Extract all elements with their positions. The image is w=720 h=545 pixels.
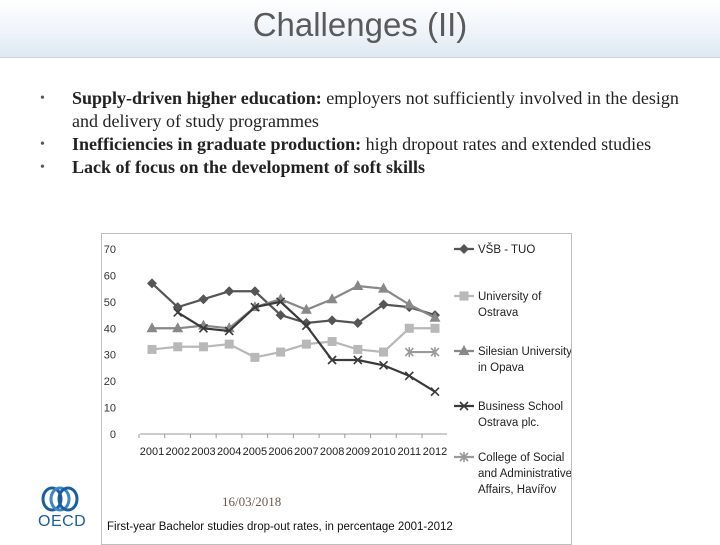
data-point (379, 347, 389, 357)
legend-label: Silesian University in Opava (478, 346, 571, 374)
title-bar: Challenges (II) (0, 0, 720, 58)
x-tick-label: 2001 (140, 446, 164, 458)
bullet-bold: Inefficiencies in graduate production: (72, 134, 362, 154)
x-tick-label: 2002 (165, 446, 189, 458)
bullet-item: • Inefficiencies in graduate production: … (40, 133, 700, 156)
bullet-item: • Lack of focus on the development of sof… (40, 156, 700, 179)
data-point (276, 297, 286, 307)
data-point (224, 326, 234, 336)
x-tick-label: 2003 (191, 446, 215, 458)
y-tick-label: 0 (110, 429, 116, 441)
bullet-text: employers not sufficiently involved in t… (72, 88, 679, 131)
bullet-dot-icon: • (40, 160, 45, 175)
data-point (224, 286, 235, 297)
oecd-logo-icon (41, 486, 79, 512)
legend-label: College of Social and Administrative Affai… (478, 452, 571, 496)
legend-marker (459, 401, 469, 411)
legend-label: VŠB - TUO (478, 243, 535, 256)
y-tick-label: 40 (104, 323, 116, 335)
y-tick-label: 20 (104, 376, 116, 388)
data-point (353, 344, 363, 354)
data-point (146, 322, 158, 333)
data-point (173, 342, 183, 352)
data-point (172, 322, 184, 333)
x-tick-label: 2005 (243, 446, 267, 458)
y-tick-label: 10 (104, 403, 116, 415)
data-point (250, 352, 260, 362)
data-point (429, 311, 441, 322)
bullet-text: high dropout rates and extended studies (361, 134, 652, 154)
series-line (151, 282, 436, 325)
y-tick-label: 60 (104, 270, 116, 282)
bullet-list: • Supply-driven higher education: employe… (40, 87, 700, 179)
x-tick-label: 2007 (294, 446, 318, 458)
legend-marker (459, 244, 469, 254)
x-tick-label: 2011 (397, 446, 421, 458)
data-point (276, 347, 286, 357)
x-tick-label: 2004 (217, 446, 241, 458)
data-point (404, 323, 414, 333)
y-tick-label: 70 (104, 244, 116, 256)
y-tick-label: 50 (104, 297, 116, 309)
legend-label: Business School Ostrava plc. (478, 401, 563, 429)
legend-marker (459, 452, 469, 462)
chart-frame: 0 10 20 30 40 50 60 70 2001 2002 2003 2004 2005 2006 2… (101, 233, 572, 545)
chart-caption: First-year Bachelor studies drop-out rat… (107, 521, 453, 533)
y-tick-label: 30 (104, 350, 116, 362)
data-point (275, 293, 287, 304)
data-point (327, 355, 337, 365)
oecd-logo-text: OECD (38, 513, 87, 530)
data-point (249, 286, 260, 297)
data-point (430, 347, 440, 358)
slide-date: 16/03/2018 (222, 494, 282, 509)
data-point (300, 303, 312, 314)
series-line (151, 327, 435, 359)
x-tick-label: 2012 (423, 446, 447, 458)
data-point (198, 323, 209, 333)
bullet-bold: Supply-driven higher education: (72, 88, 322, 108)
x-tick-label: 2010 (371, 446, 395, 458)
data-point (352, 280, 364, 290)
data-point (275, 310, 286, 321)
data-point (378, 282, 390, 293)
data-point (301, 339, 311, 349)
data-point (430, 387, 440, 397)
data-point (224, 339, 234, 349)
bullet-item: • Supply-driven higher education: employe… (40, 87, 700, 133)
x-tick-label: 2009 (346, 446, 370, 458)
data-point (378, 360, 389, 370)
data-point (147, 278, 157, 289)
data-point (198, 294, 209, 305)
bullet-dot-icon: • (40, 91, 45, 106)
data-point (147, 344, 157, 354)
bullet-bold: Lack of focus on the development of soft… (72, 157, 426, 177)
legend-marker (459, 291, 469, 301)
data-point (404, 371, 414, 381)
x-tick-label: 2006 (268, 446, 292, 458)
data-point (198, 342, 208, 352)
data-point (173, 307, 183, 317)
bullet-dot-icon: • (40, 137, 45, 152)
data-point (301, 321, 311, 331)
legend-label: University of Ostrava (478, 291, 542, 319)
x-tick-label: 2008 (320, 446, 344, 458)
data-point (352, 318, 363, 328)
data-point (327, 315, 338, 326)
legend-marker (458, 345, 470, 355)
data-point (403, 298, 415, 309)
data-point (326, 293, 338, 304)
data-point (301, 318, 312, 328)
data-point (250, 302, 260, 312)
data-point (327, 337, 337, 346)
data-point (353, 355, 363, 365)
slide-title: Challenges (II) (252, 6, 468, 43)
data-point (378, 299, 389, 310)
data-point (404, 347, 414, 358)
data-point (430, 323, 440, 333)
